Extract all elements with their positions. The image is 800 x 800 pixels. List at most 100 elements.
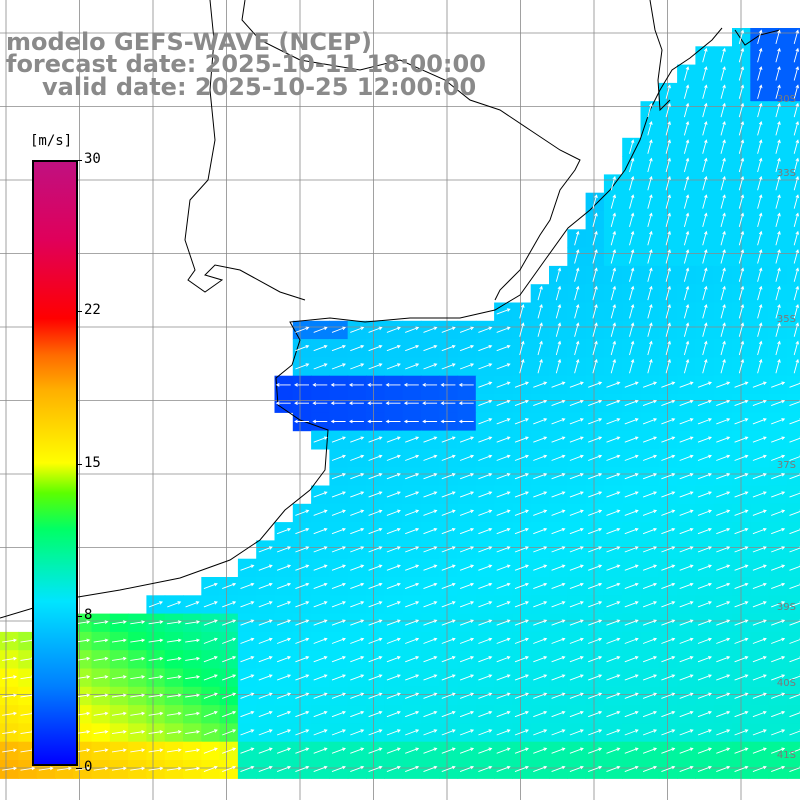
wind-arrow <box>222 765 237 773</box>
wind-arrow <box>661 546 676 553</box>
wind-arrow <box>716 601 731 608</box>
wind-arrow <box>459 564 475 571</box>
wind-arrow <box>702 358 708 374</box>
wind-arrow <box>478 381 493 388</box>
wind-arrow <box>683 267 690 282</box>
coast-line <box>649 0 671 112</box>
wind-arrow <box>592 285 598 301</box>
wind-arrow <box>496 674 511 681</box>
wind-arrow <box>551 601 566 608</box>
wind-arrow <box>793 340 800 356</box>
wind-arrow <box>441 326 456 333</box>
wind-arrow <box>222 692 237 699</box>
wind-arrow <box>606 564 621 571</box>
wind-arrow <box>752 619 767 626</box>
wind-arrow <box>240 710 255 718</box>
wind-arrow <box>624 601 639 608</box>
wind-arrow <box>386 582 401 590</box>
wind-arrow <box>789 546 800 553</box>
wind-arrow <box>166 693 182 698</box>
wind-arrow <box>441 363 456 370</box>
wind-arrow <box>574 303 580 319</box>
wind-arrow <box>702 47 708 63</box>
wind-arrow <box>665 102 671 118</box>
wind-arrow <box>757 212 763 228</box>
wind-arrow <box>771 637 786 644</box>
wind-arrow <box>775 175 781 191</box>
wind-arrow <box>771 381 786 388</box>
wind-arrow <box>423 326 438 333</box>
wind-arrow <box>606 637 621 644</box>
wind-arrow <box>757 340 763 356</box>
wind-arrow <box>440 383 456 387</box>
wind-arrow <box>93 638 109 643</box>
wind-arrow <box>313 601 328 608</box>
wind-arrow <box>313 582 328 590</box>
wind-arrow <box>222 619 237 626</box>
wind-arrow <box>519 303 525 319</box>
wind-arrow <box>734 454 749 461</box>
wind-arrow <box>386 674 401 681</box>
wind-arrow <box>258 729 273 736</box>
wind-arrow <box>496 527 511 535</box>
wind-arrow <box>258 747 273 754</box>
wind-arrow <box>757 358 763 374</box>
wind-arrow <box>702 230 708 246</box>
wind-arrow <box>734 674 749 681</box>
wind-arrow <box>459 473 475 480</box>
wind-arrow <box>752 656 767 663</box>
wind-arrow <box>514 527 529 535</box>
wind-arrow <box>405 637 420 644</box>
wind-arrow <box>588 656 603 663</box>
wind-arrow <box>551 729 566 736</box>
wind-arrow <box>111 693 127 698</box>
wind-arrow <box>350 491 365 498</box>
wind-arrow <box>478 418 493 425</box>
wind-arrow <box>441 637 456 644</box>
wind-arrow <box>331 491 346 498</box>
wind-arrow <box>606 747 621 754</box>
wind-cell <box>786 229 800 249</box>
wind-arrow <box>441 491 456 498</box>
wind-arrow <box>752 674 767 681</box>
wind-arrow <box>423 564 438 571</box>
wind-cell <box>786 46 800 66</box>
wind-arrow <box>258 637 273 644</box>
wind-arrow <box>697 399 712 407</box>
wind-arrow <box>185 730 201 735</box>
wind-arrow <box>588 418 603 425</box>
wind-arrow <box>403 401 419 405</box>
wind-arrow <box>720 194 726 209</box>
wind-arrow <box>295 656 310 663</box>
wind-arrow <box>258 619 273 626</box>
wind-arrow <box>647 340 653 356</box>
wind-arrow <box>386 546 401 553</box>
wind-arrow <box>441 747 456 754</box>
wind-cell <box>786 82 800 102</box>
wind-arrow <box>130 748 146 753</box>
wind-arrow <box>331 674 346 681</box>
wind-arrow <box>295 765 310 773</box>
wind-arrow <box>555 358 562 374</box>
wind-arrow <box>459 326 475 333</box>
wind-arrow <box>386 637 401 644</box>
wind-arrow <box>551 710 566 718</box>
wind-arrow <box>440 401 456 405</box>
wind-arrow <box>588 729 603 736</box>
wind-arrow <box>331 509 346 516</box>
wind-arrow <box>350 473 365 480</box>
wind-arrow <box>441 656 456 663</box>
wind-arrow <box>478 509 493 516</box>
wind-arrow <box>647 212 653 228</box>
wind-arrow <box>679 729 694 736</box>
wind-arrow <box>330 401 346 405</box>
wind-arrow <box>752 418 767 425</box>
wind-arrow <box>569 656 584 663</box>
wind-arrow <box>368 601 383 608</box>
wind-arrow <box>295 509 310 516</box>
wind-arrow <box>551 454 566 461</box>
wind-arrow <box>148 620 164 625</box>
wind-arrow <box>478 399 493 407</box>
wind-arrow <box>240 564 255 571</box>
